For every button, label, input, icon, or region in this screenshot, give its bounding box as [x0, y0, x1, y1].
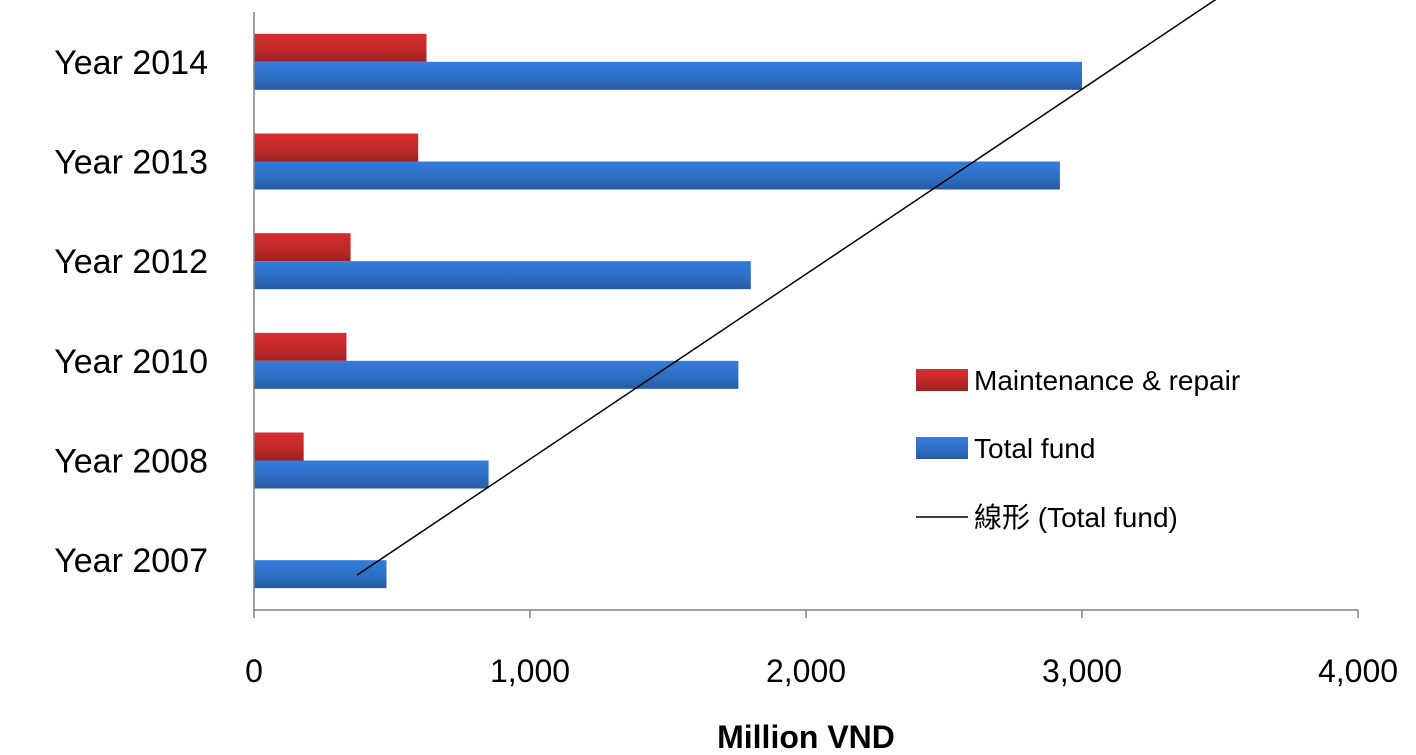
x-ticks: 0 1,000 2,000 3,000 4,000	[245, 610, 1398, 689]
x-tick-label: 2,000	[766, 653, 846, 689]
bar-maintenance-repair-year-2010	[254, 332, 347, 361]
bar-maintenance-repair-year-2008	[254, 432, 304, 461]
category-label: Year 2014	[54, 44, 208, 82]
bar-total-fund-year-2014	[254, 61, 1082, 90]
bar-total-fund-year-2010	[254, 360, 739, 389]
bar-total-fund-year-2007	[254, 560, 387, 589]
bar-maintenance-repair-year-2012	[254, 233, 351, 262]
x-axis-title: Million VND	[717, 719, 895, 755]
legend-label: Maintenance & repair	[974, 365, 1240, 396]
category-label: Year 2013	[54, 144, 208, 182]
bar-total-fund-year-2012	[254, 261, 751, 290]
bar-total-fund-year-2013	[254, 161, 1060, 190]
bars-layer	[254, 33, 1082, 589]
category-label: Year 2012	[54, 243, 208, 281]
x-tick-label: 3,000	[1042, 653, 1122, 689]
category-label: Year 2010	[54, 343, 208, 381]
trendline	[356, 0, 1217, 576]
category-label: Year 2008	[54, 443, 208, 481]
category-label: Year 2007	[54, 542, 208, 580]
legend: Maintenance & repair Total fund 線形 (Total …	[916, 365, 1240, 533]
axes-layer	[253, 12, 1358, 611]
legend-label: 線形 (Total fund)	[974, 502, 1178, 533]
legend-swatch	[916, 369, 968, 391]
bar-total-fund-year-2008	[254, 460, 489, 489]
legend-swatch	[916, 437, 968, 459]
bar-maintenance-repair-year-2014	[254, 33, 427, 62]
x-tick-label: 1,000	[490, 653, 570, 689]
x-tick-label: 0	[245, 653, 263, 689]
legend-label: Total fund	[974, 433, 1095, 464]
category-labels: Year 2007 Year 2008 Year 2010 Year 2012 Year…	[54, 44, 208, 580]
trendline-layer	[356, 0, 1217, 576]
bar-maintenance-repair-year-2013	[254, 133, 419, 162]
x-tick-label: 4,000	[1318, 653, 1398, 689]
